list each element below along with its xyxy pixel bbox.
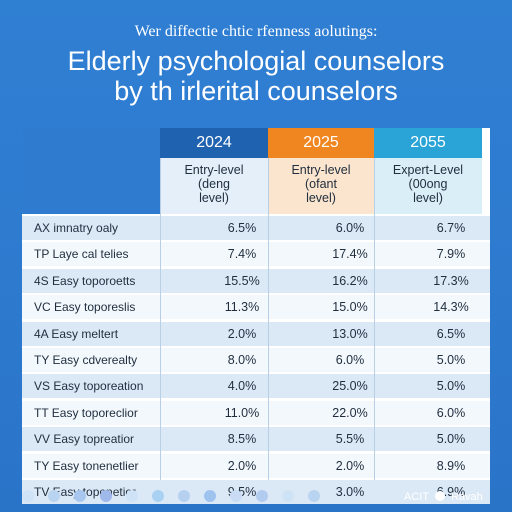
table-row: TY Easy tonenetlier 2.0% 2.0% 8.9% xyxy=(22,453,490,478)
table-row: TY Easy cdverealty 8.0% 6.0% 5.0% xyxy=(22,348,490,372)
table-row: TP Laye cal telies 7.4% 17.4% 7.9% xyxy=(22,242,490,267)
decorative-dot xyxy=(100,490,112,502)
row-label: TP Laye cal telies xyxy=(34,247,129,262)
cell-value: 7.9% xyxy=(436,247,466,262)
row-label: VV Easy topreatior xyxy=(34,432,135,447)
page-title: Elderly psychologial counselors by th ir… xyxy=(0,46,512,106)
cell-value: 25.0% xyxy=(332,379,368,394)
cell-value: 8.0% xyxy=(227,353,257,367)
column-divider xyxy=(160,158,161,480)
cell-value: 22.0% xyxy=(332,405,368,420)
sublabel-line: Entry-level xyxy=(184,163,244,177)
column-header-2055: 2055 xyxy=(374,128,482,158)
cell-value: 6.5% xyxy=(436,326,466,341)
sublabel-line: level) xyxy=(413,191,443,205)
table-row: VS Easy toporeation 4.0% 25.0% 5.0% xyxy=(22,374,490,399)
cell-value: 17.3% xyxy=(433,273,469,288)
sublabel-line: level) xyxy=(199,191,229,205)
column-header-2024: 2024 xyxy=(160,128,268,158)
table-row: VC Easy toporeslis 11.3% 15.0% 14.3% xyxy=(22,295,490,320)
row-label: 4A Easy meltert xyxy=(34,326,119,341)
table-row: 4S Easy toporoetts 15.5% 16.2% 17.3% xyxy=(22,268,490,293)
cell-value: 2.0% xyxy=(227,458,257,473)
cell-value: 6.0% xyxy=(335,353,365,367)
cell-value: 2.0% xyxy=(227,326,257,341)
column-divider xyxy=(374,158,375,480)
row-label: 4S Easy toporoetts xyxy=(34,273,136,288)
decorative-dot xyxy=(74,490,86,502)
table-row: VV Easy topreatior 8.5% 5.5% 5.0% xyxy=(22,427,490,452)
cell-value: 6.5% xyxy=(227,221,257,235)
table-row: 4A Easy meltert 2.0% 13.0% 6.5% xyxy=(22,321,490,346)
table-corner xyxy=(22,128,160,214)
decorative-dot xyxy=(178,490,190,502)
cell-value: 3.0% xyxy=(335,485,365,499)
brand-left-text: ACIT xyxy=(404,491,429,503)
title-line-1: Elderly psychologial counselors xyxy=(67,46,445,76)
row-label: TY Easy cdverealty xyxy=(34,353,138,367)
row-label: TY Easy tonenetlier xyxy=(34,458,139,473)
cell-value: 8.9% xyxy=(436,458,466,473)
page-subtitle: Wer diffectie chtic rfenness aolutings: xyxy=(134,23,378,40)
cell-value: 6.0% xyxy=(436,405,466,420)
row-label: VC Easy toporeslis xyxy=(34,300,136,315)
cell-value: 11.0% xyxy=(224,405,260,420)
cell-value: 5.5% xyxy=(335,432,365,447)
cell-value: 16.2% xyxy=(332,273,368,288)
cell-value: 15.5% xyxy=(224,273,260,288)
table-row: TT Easy toporeclior 11.0% 22.0% 6.0% xyxy=(22,400,490,425)
brand-mark-icon xyxy=(434,491,445,501)
cell-value: 15.0% xyxy=(332,300,368,315)
cell-value: 5.0% xyxy=(436,353,466,367)
decorative-dot xyxy=(308,490,320,502)
column-header-2025: 2025 xyxy=(268,128,374,158)
row-label: TT Easy toporeclior xyxy=(34,405,138,420)
sublabel-line: Expert-Level xyxy=(392,163,464,177)
cell-value: 14.3% xyxy=(433,300,469,315)
decorative-dot xyxy=(282,490,294,502)
column-divider xyxy=(268,158,269,480)
brand-right-text: Ravah xyxy=(450,491,483,503)
decorative-dot xyxy=(256,490,268,502)
sublabel-line: level) xyxy=(306,191,336,205)
cell-value: 6.7% xyxy=(436,221,466,235)
cell-value: 11.3% xyxy=(224,300,260,315)
sublabel-line: Entry-level xyxy=(291,163,351,177)
brand-logo: ACIT Ravah xyxy=(404,490,483,504)
decorative-dot xyxy=(126,490,138,502)
column-sublabel-2024: Entry-level (deng level) xyxy=(160,158,268,214)
row-label: AX imnatry oaly xyxy=(34,221,119,235)
cell-value: 2.0% xyxy=(335,458,365,473)
decorative-dot xyxy=(48,490,60,502)
decorative-dot xyxy=(204,490,216,502)
sublabel-line: (00ong xyxy=(408,177,448,191)
column-sublabel-2025: Entry-level (ofant level) xyxy=(268,158,374,214)
cell-value: 6.0% xyxy=(335,221,365,235)
row-label: VS Easy toporeation xyxy=(34,379,144,394)
column-sublabel-2055: Expert-Level (00ong level) xyxy=(374,158,482,214)
cell-value: 17.4% xyxy=(332,247,368,262)
cell-value: 8.5% xyxy=(227,432,257,447)
decorative-dot xyxy=(152,490,164,502)
decorative-dot xyxy=(22,490,34,502)
sublabel-line: (deng xyxy=(198,177,230,191)
cell-value: 7.4% xyxy=(227,247,257,262)
title-line-2: by th irlerital counselors xyxy=(114,76,398,106)
cell-value: 4.0% xyxy=(227,379,257,394)
table-row: AX imnatry oaly 6.5% 6.0% 6.7% xyxy=(22,216,490,240)
cell-value: 5.0% xyxy=(436,432,466,447)
cell-value: 5.0% xyxy=(436,379,466,394)
decorative-dot xyxy=(230,490,242,502)
cell-value: 13.0% xyxy=(332,326,368,341)
sublabel-line: (ofant xyxy=(305,177,337,191)
